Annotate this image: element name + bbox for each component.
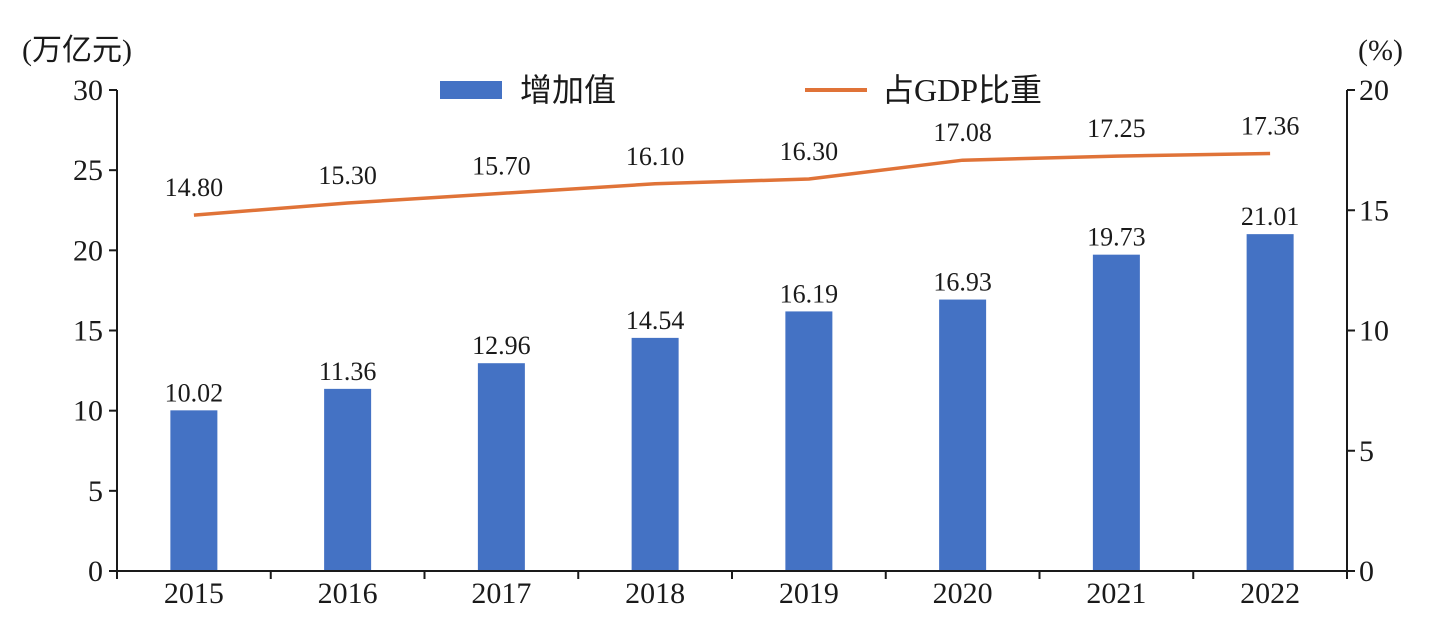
x-tick-label: 2018 — [625, 577, 685, 610]
x-tick-label: 2016 — [318, 577, 378, 610]
bar-value-label: 16.93 — [933, 268, 992, 297]
bar-2016 — [324, 388, 372, 571]
line-series — [193, 151, 1271, 217]
left-tick-label: 30 — [73, 74, 103, 107]
bar-2021 — [1092, 254, 1140, 571]
bar-2020 — [939, 299, 987, 571]
line-value-label: 15.30 — [318, 161, 377, 190]
line-value-label: 17.25 — [1087, 114, 1146, 143]
axes: 0 5 10 15 20 25 30 0 5 10 15 20 2015 2016 2017 2018 2019… — [73, 74, 1389, 610]
x-tick-label: 2015 — [164, 577, 224, 610]
bar-series — [170, 234, 1294, 572]
bar-value-label: 19.73 — [1087, 223, 1146, 252]
bar-value-label: 16.19 — [780, 279, 839, 308]
left-tick-label: 25 — [73, 154, 103, 187]
bar-2015 — [170, 410, 218, 571]
legend: 增加值 占GDP比重 — [440, 72, 1042, 108]
bar-2019 — [785, 311, 833, 571]
line-share-of-gdp — [193, 151, 1271, 217]
right-tick-label: 10 — [1359, 315, 1389, 348]
line-value-label: 16.10 — [626, 142, 685, 171]
bar-value-label: 14.54 — [626, 306, 685, 335]
line-value-label: 16.30 — [780, 137, 839, 166]
x-tick-label: 2019 — [779, 577, 839, 610]
left-tick-label: 15 — [73, 315, 103, 348]
right-axis-unit: (%) — [1358, 34, 1403, 67]
right-tick-label: 20 — [1359, 74, 1389, 107]
bar-2022 — [1246, 234, 1294, 572]
x-tick-label: 2020 — [933, 577, 993, 610]
right-tick-label: 15 — [1359, 194, 1389, 227]
x-tick-label: 2017 — [471, 577, 531, 610]
bar-value-label: 12.96 — [472, 331, 531, 360]
bar-value-label: 10.02 — [165, 378, 224, 407]
x-tick-label: 2022 — [1240, 577, 1300, 610]
x-tick-label: 2021 — [1086, 577, 1146, 610]
data-labels: 10.02 11.36 12.96 14.54 16.19 16.93 19.73 21.01… — [165, 111, 1300, 407]
left-tick-label: 20 — [73, 234, 103, 267]
left-tick-label: 10 — [73, 395, 103, 428]
bar-2017 — [477, 363, 525, 571]
legend-line-label: 占GDP比重 — [882, 72, 1042, 108]
right-tick-label: 0 — [1359, 555, 1374, 588]
line-value-label: 14.80 — [165, 173, 224, 202]
bar-2018 — [631, 337, 679, 571]
line-value-label: 17.36 — [1241, 111, 1300, 140]
line-value-label: 15.70 — [472, 151, 531, 180]
left-tick-label: 0 — [88, 555, 103, 588]
legend-bar-swatch — [440, 81, 502, 99]
left-axis-unit: (万亿元) — [22, 34, 132, 67]
line-value-label: 17.08 — [933, 118, 992, 147]
bar-value-label: 11.36 — [319, 357, 377, 386]
left-tick-label: 5 — [88, 475, 103, 508]
legend-bar-label: 增加值 — [520, 72, 616, 108]
right-tick-label: 5 — [1359, 435, 1374, 468]
bar-value-label: 21.01 — [1241, 202, 1300, 231]
